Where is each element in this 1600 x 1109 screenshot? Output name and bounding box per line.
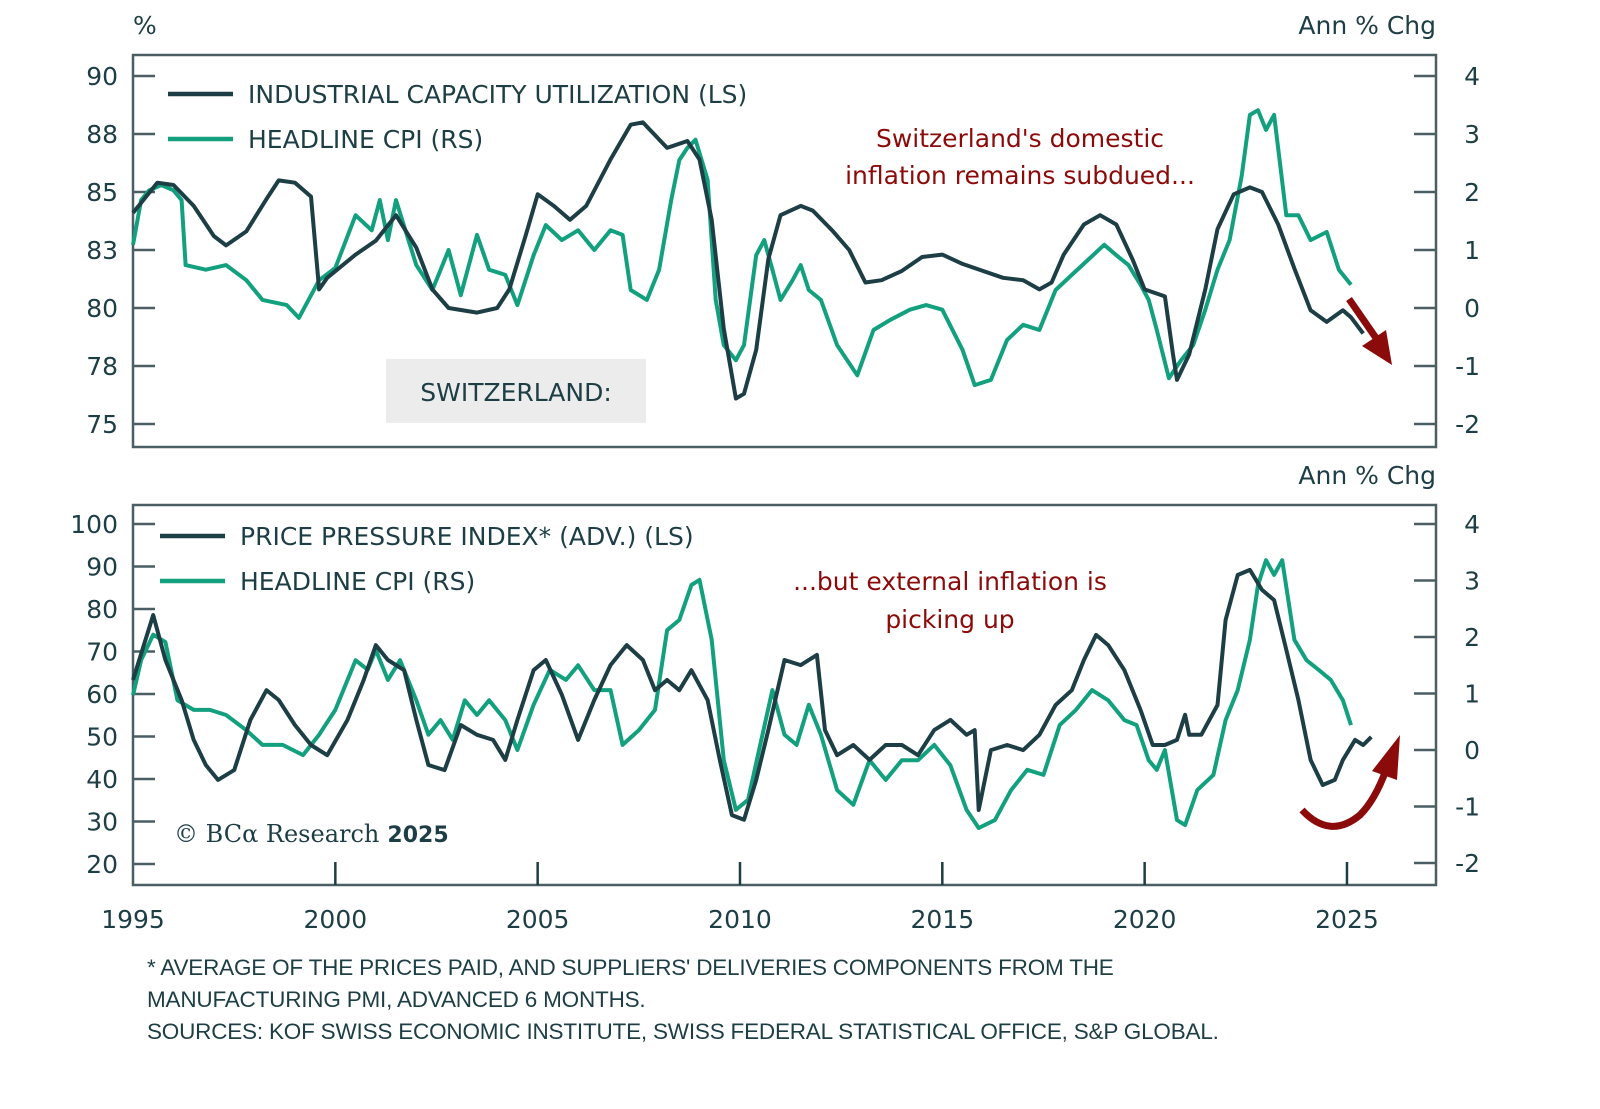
right-tick-label: 3 — [1464, 120, 1480, 149]
left-tick-label: 60 — [86, 680, 118, 709]
credit-prefix: © BCα Research — [174, 820, 379, 848]
top-legend: INDUSTRIAL CAPACITY UTILIZATION (LS) HEA… — [168, 80, 747, 154]
series-price-pressure-line — [131, 567, 1373, 822]
top-annotation-line-2: inflation remains subdued... — [845, 161, 1195, 190]
legend-label-headline-cpi: HEADLINE CPI (RS) — [248, 125, 483, 154]
bottom-annotation-line-1: ...but external inflation is — [793, 567, 1107, 596]
country-badge — [386, 359, 646, 423]
country-badge-label: SWITZERLAND: — [420, 378, 612, 407]
legend-label-headline-cpi-bottom: HEADLINE CPI (RS) — [240, 567, 475, 596]
legend-label-price-pressure: PRICE PRESSURE INDEX* (ADV.) (LS) — [240, 522, 694, 551]
footnote-line-3: SOURCES: KOF SWISS ECONOMIC INSTITUTE, S… — [147, 1019, 1219, 1044]
bottom-annotation-line-2: picking up — [885, 605, 1014, 634]
bottom-series-group — [131, 558, 1373, 830]
top-plot-frame — [131, 53, 1438, 449]
right-tick-label: 2 — [1464, 623, 1480, 652]
top-right-axis-unit: Ann % Chg — [1298, 11, 1436, 40]
series-capacity-utilization-line — [131, 120, 1365, 401]
top-series-group — [131, 108, 1365, 401]
right-tick-label: -2 — [1455, 849, 1480, 878]
series-headline-cpi-line — [131, 558, 1353, 830]
left-tick-label: 85 — [86, 178, 118, 207]
top-left-axis-unit: % — [133, 11, 157, 40]
left-tick-label: 78 — [86, 352, 118, 381]
right-tick-label: 2 — [1464, 178, 1480, 207]
right-tick-label: -2 — [1455, 410, 1480, 439]
left-tick-label: 70 — [86, 638, 118, 667]
right-tick-label: 4 — [1464, 510, 1480, 539]
right-tick-label: 3 — [1464, 567, 1480, 596]
trend-down-arrow-icon — [1346, 297, 1392, 365]
top-panel: % Ann % Chg 90 88 85 83 80 78 75 4 3 2 1 0 -1 -2 IND… — [86, 11, 1480, 449]
x-tick-label: 2020 — [1113, 905, 1177, 934]
right-tick-label: -1 — [1455, 793, 1480, 822]
right-tick-label: 0 — [1464, 294, 1480, 323]
right-tick-label: 1 — [1464, 680, 1480, 709]
chart-canvas: % Ann % Chg 90 88 85 83 80 78 75 4 3 2 1 0 -1 -2 IND… — [70, 11, 1480, 934]
left-tick-label: 30 — [86, 808, 118, 837]
x-tick-label: 2025 — [1315, 905, 1379, 934]
left-tick-label: 100 — [70, 510, 118, 539]
footnote-line-2: MANUFACTURING PMI, ADVANCED 6 MONTHS. — [147, 987, 646, 1012]
trend-up-arrow-icon — [1299, 735, 1400, 830]
right-tick-label: -1 — [1455, 352, 1480, 381]
left-tick-label: 83 — [86, 236, 118, 265]
left-tick-label: 40 — [86, 765, 118, 794]
bca-credit: © BCα Research 2025 — [174, 820, 449, 848]
left-tick-label: 20 — [86, 850, 118, 879]
left-tick-label: 80 — [86, 595, 118, 624]
bottom-legend: PRICE PRESSURE INDEX* (ADV.) (LS) HEADLI… — [160, 522, 694, 596]
footnote: * AVERAGE OF THE PRICES PAID, AND SUPPLI… — [147, 952, 1447, 1048]
x-axis: 1995 2000 2005 2010 2015 2020 2025 — [101, 862, 1379, 934]
x-tick-label: 2000 — [304, 905, 368, 934]
x-tick-label: 1995 — [101, 905, 165, 934]
x-tick-label: 2005 — [506, 905, 570, 934]
bottom-right-axis-unit: Ann % Chg — [1298, 461, 1436, 490]
right-tick-label: 1 — [1464, 236, 1480, 265]
left-tick-label: 75 — [86, 410, 118, 439]
top-annotation-line-1: Switzerland's domestic — [876, 124, 1164, 153]
left-tick-label: 90 — [86, 553, 118, 582]
top-left-axis: 90 88 85 83 80 78 75 — [86, 62, 155, 439]
top-right-axis: 4 3 2 1 0 -1 -2 — [1414, 62, 1480, 439]
left-tick-label: 88 — [86, 120, 118, 149]
right-tick-label: 0 — [1464, 736, 1480, 765]
credit-year: 2025 — [387, 823, 448, 848]
footnote-line-1: * AVERAGE OF THE PRICES PAID, AND SUPPLI… — [147, 955, 1114, 980]
right-tick-label: 4 — [1464, 62, 1480, 91]
left-tick-label: 50 — [86, 723, 118, 752]
legend-label-capacity-utilization: INDUSTRIAL CAPACITY UTILIZATION (LS) — [248, 80, 747, 109]
bottom-right-axis: 4 3 2 1 0 -1 -2 — [1414, 510, 1480, 878]
x-tick-label: 2015 — [911, 905, 975, 934]
x-tick-label: 2010 — [708, 905, 772, 934]
bottom-left-axis: 100 90 80 70 60 50 40 30 20 — [70, 510, 155, 879]
left-tick-label: 90 — [86, 62, 118, 91]
left-tick-label: 80 — [86, 294, 118, 323]
